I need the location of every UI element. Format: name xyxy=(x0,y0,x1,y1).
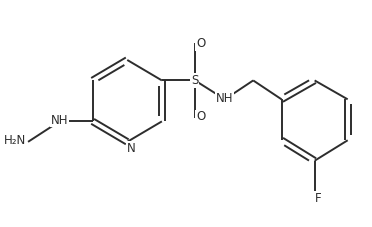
Text: O: O xyxy=(196,37,205,50)
Text: F: F xyxy=(314,192,321,205)
Text: S: S xyxy=(191,74,199,87)
Text: N: N xyxy=(126,142,135,155)
Text: H₂N: H₂N xyxy=(4,134,26,147)
Text: NH: NH xyxy=(216,91,234,105)
Text: NH: NH xyxy=(51,114,68,127)
Text: O: O xyxy=(196,111,205,123)
